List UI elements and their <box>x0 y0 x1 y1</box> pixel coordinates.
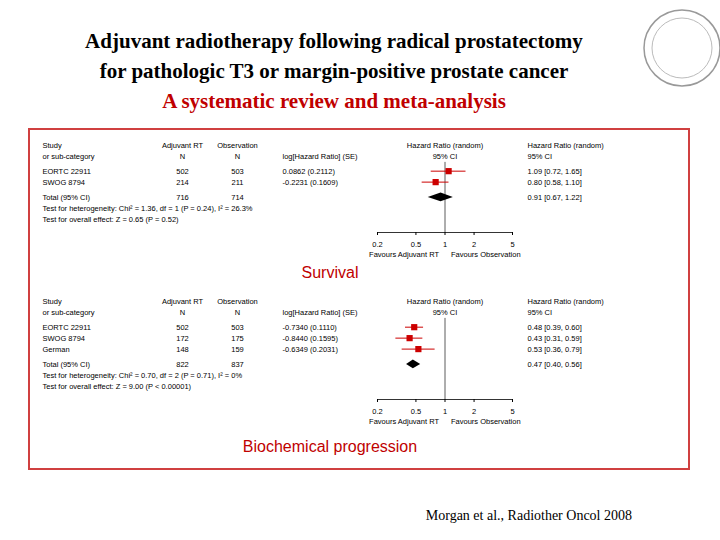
svg-text:N: N <box>180 308 185 317</box>
svg-text:Study: Study <box>43 297 62 306</box>
svg-text:Favours Observation: Favours Observation <box>451 250 521 259</box>
svg-text:0.53 [0.36, 0.79]: 0.53 [0.36, 0.79] <box>528 344 582 353</box>
svg-text:172: 172 <box>176 334 189 343</box>
svg-text:0.43 [0.31, 0.59]: 0.43 [0.31, 0.59] <box>528 334 582 343</box>
svg-text:Study: Study <box>43 141 62 150</box>
html-text:for pathologic T3 or margin-po: for pathologic T3 or margin-positive pro… <box>99 59 569 83</box>
svg-text:5: 5 <box>510 240 514 249</box>
svg-text:148: 148 <box>176 344 189 353</box>
html-text:Adjuvant radiotherapy followin: Adjuvant radiotherapy following radical … <box>85 29 583 53</box>
svg-text:0.47 [0.40, 0.56]: 0.47 [0.40, 0.56] <box>528 360 582 369</box>
svg-text:95% CI: 95% CI <box>433 308 458 317</box>
svg-text:0.0862 (0.2112): 0.0862 (0.2112) <box>283 167 336 176</box>
svg-text:503: 503 <box>231 167 244 176</box>
svg-text:Test for heterogeneity: Chi² =: Test for heterogeneity: Chi² = 1.36, df … <box>43 204 253 213</box>
svg-text:N: N <box>235 152 240 161</box>
svg-text:N: N <box>235 308 240 317</box>
svg-text:Hazard Ratio (random): Hazard Ratio (random) <box>528 141 605 150</box>
svg-text:0.48 [0.39, 0.60]: 0.48 [0.39, 0.60] <box>528 323 582 332</box>
svg-text:or sub-category: or sub-category <box>43 308 95 317</box>
svg-text:214: 214 <box>176 178 189 187</box>
svg-text:EORTC 22911: EORTC 22911 <box>43 167 92 176</box>
svg-text:0.80 [0.58, 1.10]: 0.80 [0.58, 1.10] <box>528 178 582 187</box>
html-text:A systematic review and meta-a: A systematic review and meta-analysis <box>162 89 506 113</box>
svg-text:95% CI: 95% CI <box>528 152 553 161</box>
svg-text:502: 502 <box>176 167 189 176</box>
svg-text:Observation: Observation <box>217 141 257 150</box>
svg-text:716: 716 <box>176 193 189 202</box>
svg-text:log[Hazard Ratio] (SE): log[Hazard Ratio] (SE) <box>283 152 359 161</box>
svg-text:Test for overall effect: Z = 0: Test for overall effect: Z = 0.65 (P = 0… <box>43 215 180 224</box>
svg-text:Hazard Ratio (random): Hazard Ratio (random) <box>528 297 605 306</box>
svg-text:2: 2 <box>472 240 476 249</box>
svg-text:2: 2 <box>472 407 476 416</box>
svg-text:0.91 [0.67, 1.22]: 0.91 [0.67, 1.22] <box>528 193 582 202</box>
svg-text:1.09 [0.72, 1.65]: 1.09 [0.72, 1.65] <box>528 167 582 176</box>
svg-text:Favours Observation: Favours Observation <box>451 417 521 426</box>
svg-text:Observation: Observation <box>217 297 257 306</box>
svg-text:95% CI: 95% CI <box>528 308 553 317</box>
svg-text:Hazard Ratio (random): Hazard Ratio (random) <box>407 297 484 306</box>
svg-text:211: 211 <box>232 178 244 187</box>
svg-text:0.5: 0.5 <box>411 240 421 249</box>
svg-text:German: German <box>43 344 70 353</box>
svg-text:95% CI: 95% CI <box>433 152 458 161</box>
svg-text:EORTC 22911: EORTC 22911 <box>43 323 92 332</box>
svg-text:log[Hazard Ratio] (SE): log[Hazard Ratio] (SE) <box>283 308 359 317</box>
svg-text:SWOG 8794: SWOG 8794 <box>43 178 86 187</box>
svg-text:1: 1 <box>443 240 447 249</box>
svg-text:Favours Adjuvant RT: Favours Adjuvant RT <box>369 417 439 426</box>
svg-text:159: 159 <box>231 344 244 353</box>
svg-text:Adjuvant RT: Adjuvant RT <box>162 141 204 150</box>
svg-text:N: N <box>180 152 185 161</box>
svg-text:822: 822 <box>176 360 189 369</box>
html-text:Biochemical progression: Biochemical progression <box>242 438 418 455</box>
svg-text:-0.6349 (0.2031): -0.6349 (0.2031) <box>283 344 339 353</box>
svg-text:Adjuvant RT: Adjuvant RT <box>162 297 204 306</box>
svg-text:714: 714 <box>231 193 244 202</box>
svg-text:502: 502 <box>176 323 189 332</box>
svg-text:Favours Adjuvant RT: Favours Adjuvant RT <box>369 250 439 259</box>
svg-text:837: 837 <box>231 360 244 369</box>
svg-text:Hazard Ratio (random): Hazard Ratio (random) <box>407 141 484 150</box>
html-text:Morgan et al., Radiother Oncol: Morgan et al., Radiother Oncol 2008 <box>425 508 632 523</box>
svg-text:0.5: 0.5 <box>411 407 421 416</box>
svg-text:1: 1 <box>443 407 447 416</box>
svg-text:-0.8440 (0.1595): -0.8440 (0.1595) <box>283 334 339 343</box>
svg-text:Total (95% CI): Total (95% CI) <box>43 360 91 369</box>
svg-text:0.2: 0.2 <box>372 240 382 249</box>
svg-text:Total (95% CI): Total (95% CI) <box>43 193 91 202</box>
svg-text:-0.2231 (0.1609): -0.2231 (0.1609) <box>283 178 339 187</box>
svg-text:503: 503 <box>231 323 244 332</box>
svg-text:175: 175 <box>231 334 244 343</box>
svg-text:0.2: 0.2 <box>372 407 382 416</box>
svg-text:SWOG 8794: SWOG 8794 <box>43 334 86 343</box>
svg-text:or sub-category: or sub-category <box>43 152 95 161</box>
svg-text:-0.7340 (0.1110): -0.7340 (0.1110) <box>283 323 338 332</box>
svg-text:Test for heterogeneity: Chi² =: Test for heterogeneity: Chi² = 0.70, df … <box>43 371 243 380</box>
svg-text:5: 5 <box>510 407 514 416</box>
svg-text:Test for overall effect: Z = 9: Test for overall effect: Z = 9.00 (P < 0… <box>43 382 192 391</box>
html-text:Survival: Survival <box>301 264 359 281</box>
